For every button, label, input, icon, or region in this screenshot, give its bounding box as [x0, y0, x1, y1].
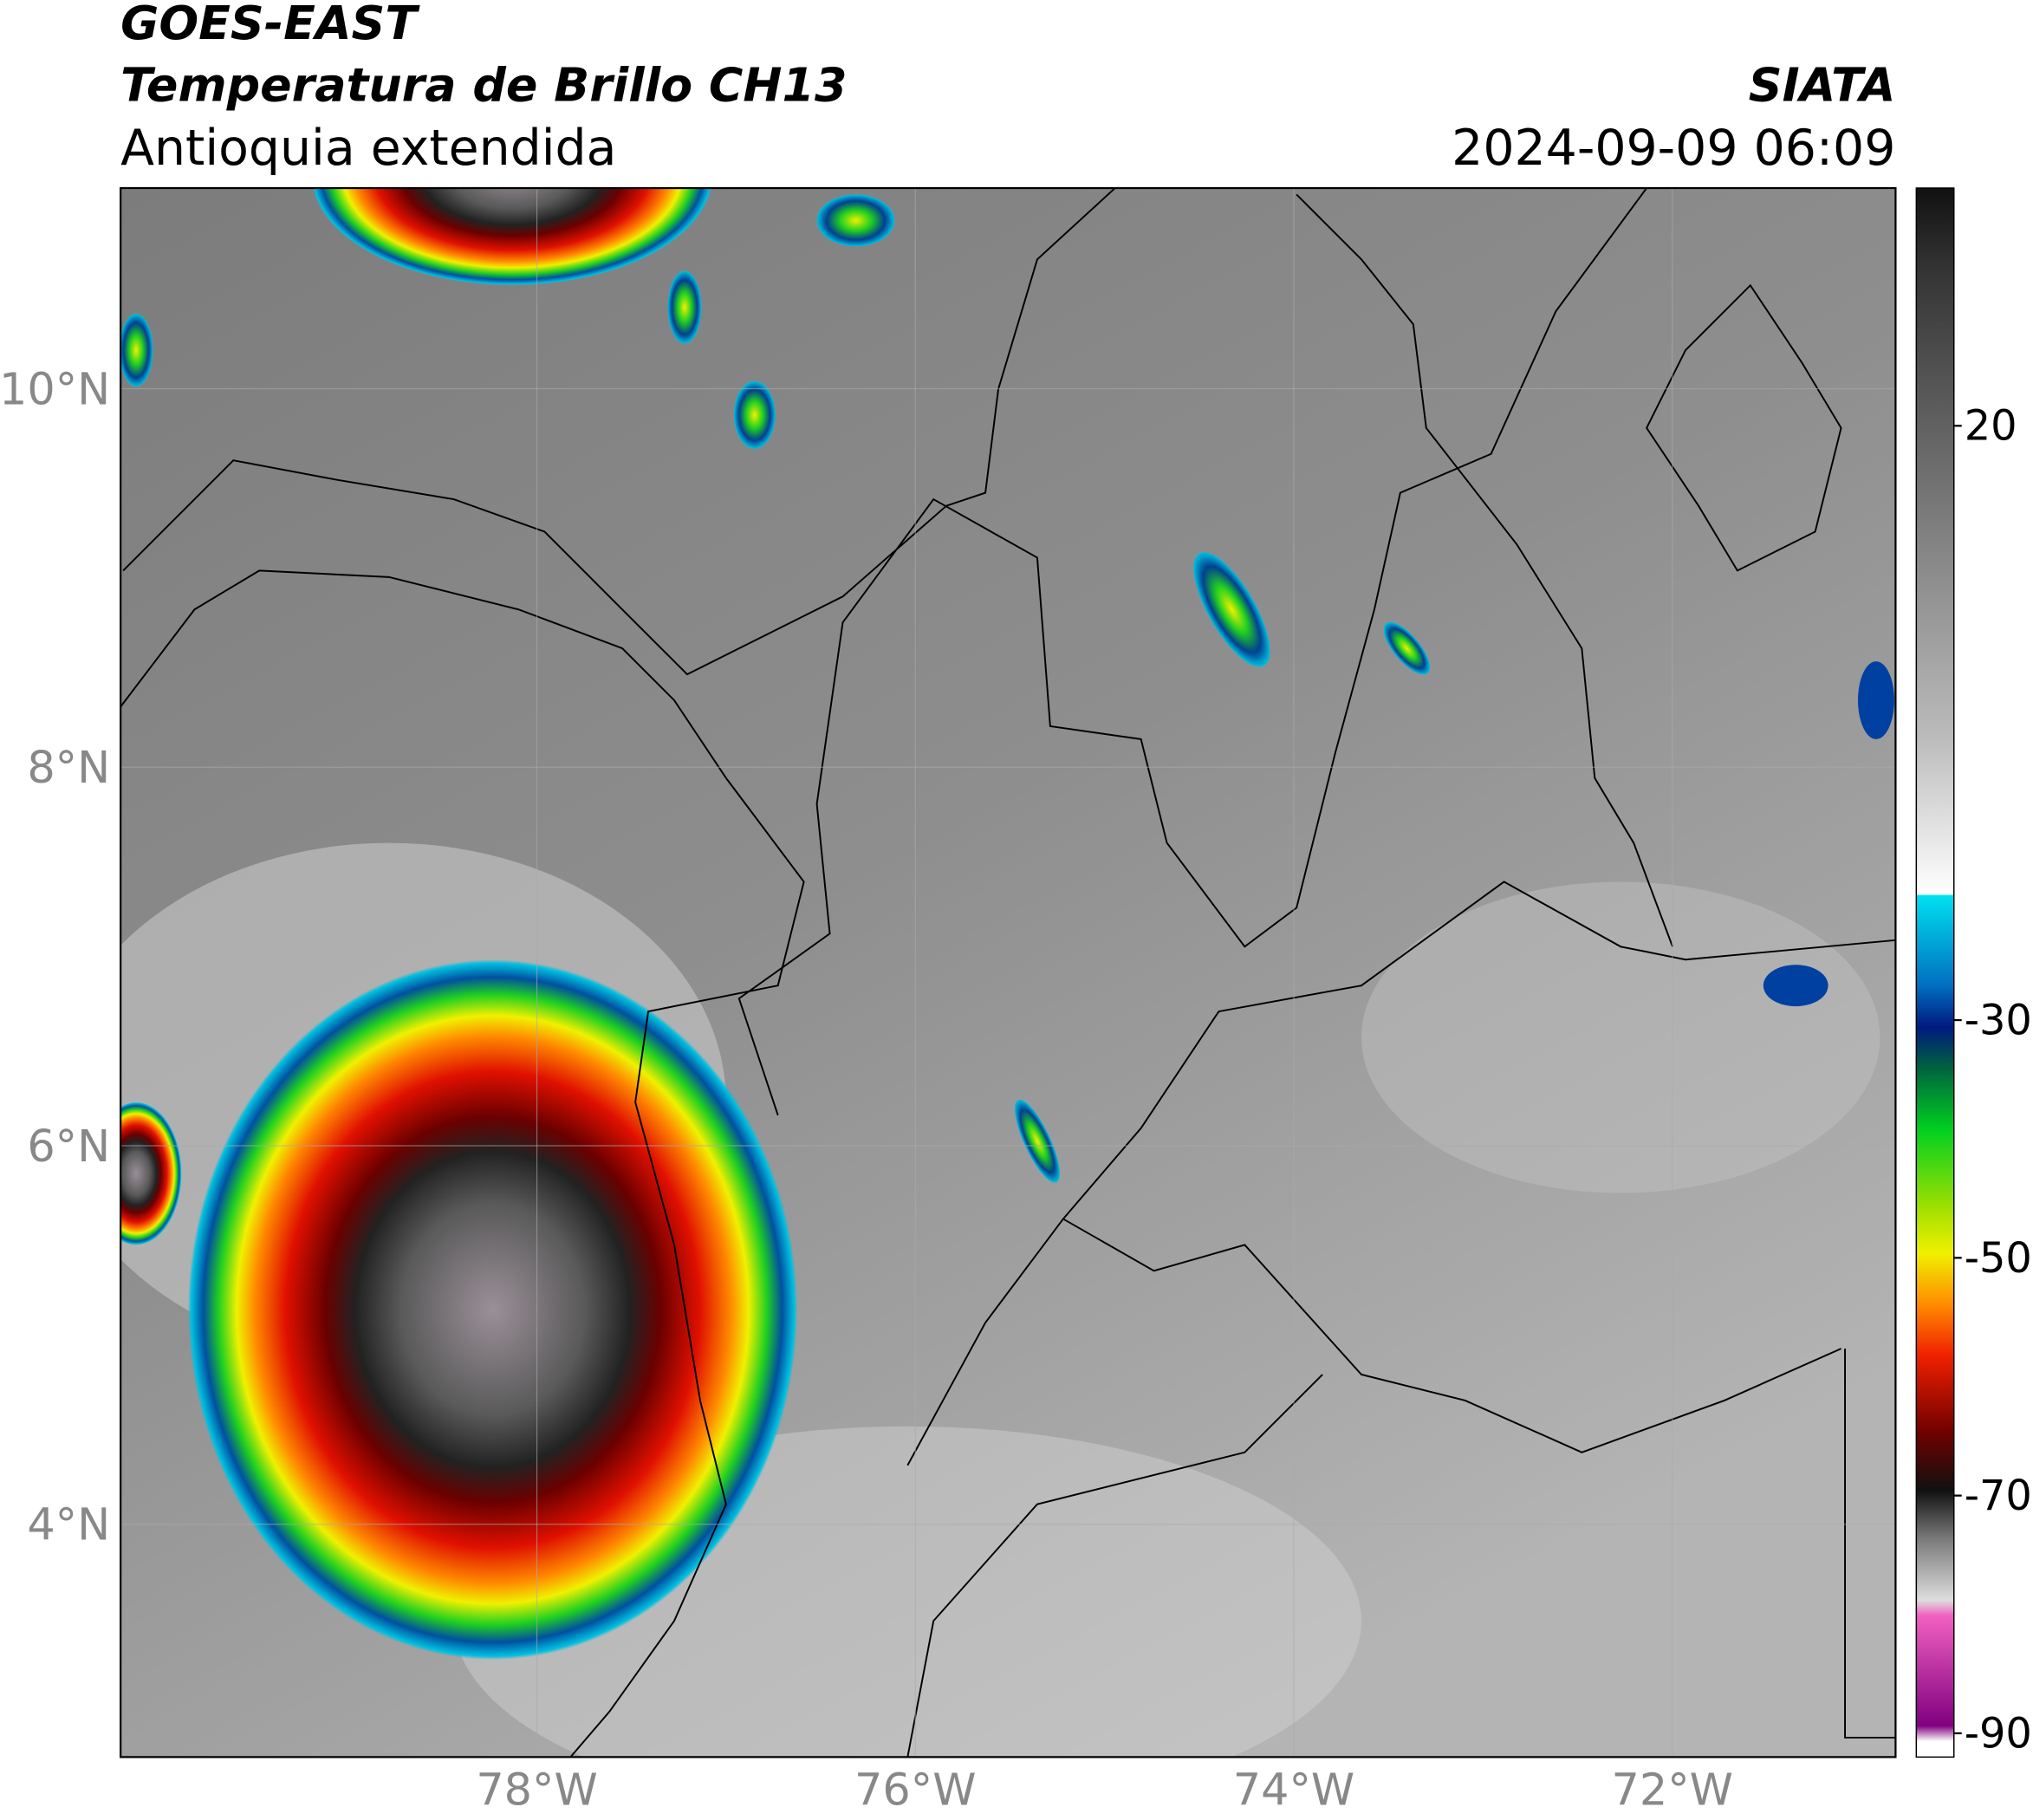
x-tick-label: 72°W — [1612, 1765, 1733, 1816]
colorbar-label: -90 — [1965, 1710, 2032, 1758]
source: SIATA — [1749, 58, 1896, 113]
y-tick-label: 10°N — [0, 363, 110, 414]
satellite-image — [120, 188, 1896, 1758]
region: Antioquia extendida — [120, 120, 616, 177]
satellite: GOES-EAST — [120, 0, 420, 50]
x-tick-label: 74°W — [1233, 1765, 1354, 1816]
map-frame — [120, 186, 1897, 1758]
colorbar-label: -30 — [1965, 998, 2032, 1045]
colorbar — [1915, 187, 1955, 1758]
product: Temperatura de Brillo CH13 — [120, 58, 847, 113]
datetime: 2024-09-09 06:09 — [1452, 120, 1895, 177]
y-tick-label: 8°N — [27, 742, 110, 793]
colorbar-label: -50 — [1965, 1235, 2032, 1283]
colorbar-label: 20 — [1965, 403, 2017, 451]
x-tick-label: 78°W — [476, 1765, 597, 1816]
x-tick-label: 76°W — [854, 1765, 976, 1816]
colorbar-label: -70 — [1965, 1472, 2032, 1520]
y-tick-label: 4°N — [27, 1499, 110, 1550]
y-tick-label: 6°N — [27, 1121, 110, 1172]
